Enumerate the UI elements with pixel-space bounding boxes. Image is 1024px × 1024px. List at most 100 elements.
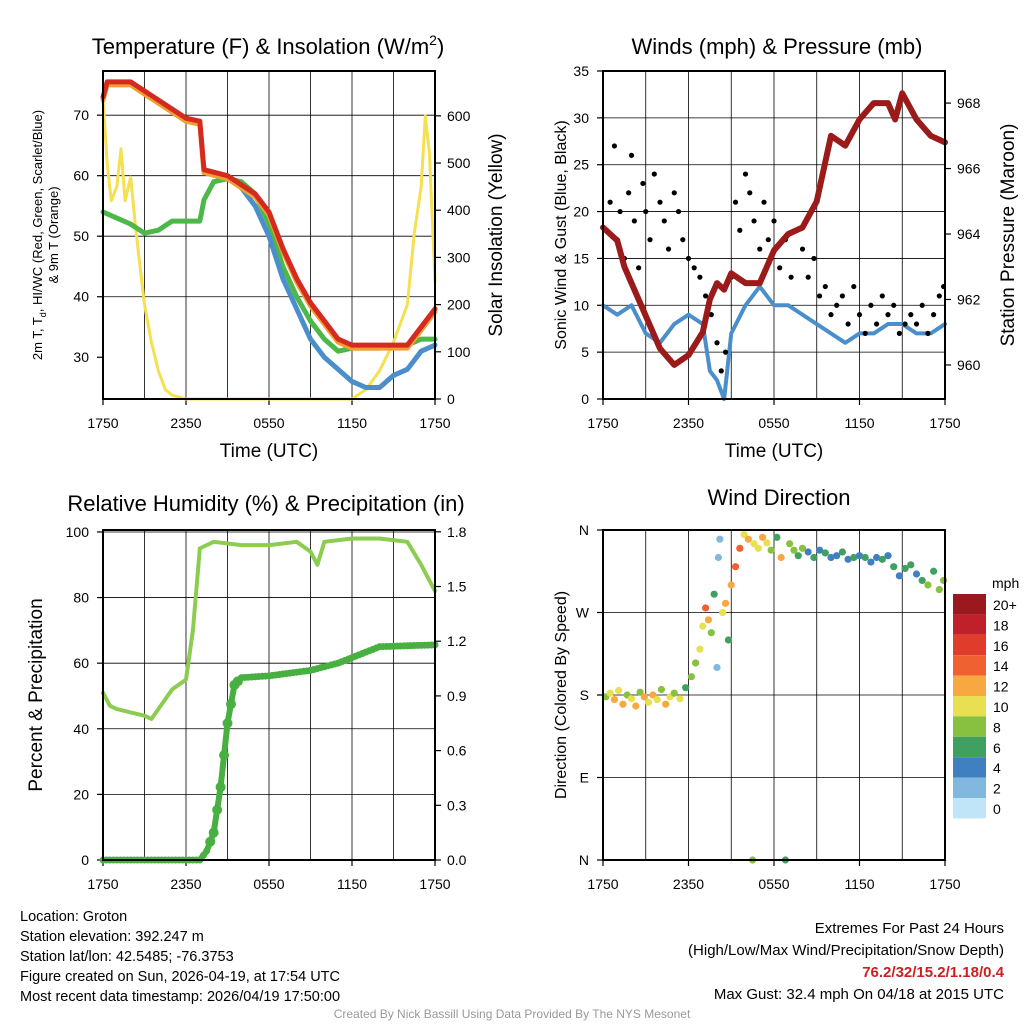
wind-direction-point — [861, 553, 869, 562]
wind-direction-point — [867, 558, 875, 566]
x-tick-label: 1150 — [337, 415, 367, 431]
series-temperature — [100, 79, 438, 348]
plot-frame — [602, 529, 946, 861]
wind-direction-point — [798, 544, 807, 552]
wind-direction-point — [727, 581, 735, 589]
chart-4: N E S W N 1750 2350 0550 1150 1750 Wind Direction D… — [553, 485, 1019, 892]
wind-direction-point — [716, 535, 724, 543]
gust-point — [640, 180, 646, 187]
gust-point — [931, 312, 937, 318]
gust-point — [799, 246, 806, 252]
wind-direction-point — [901, 564, 909, 573]
x-tick-label: 1750 — [419, 876, 450, 892]
x-tick-label: 1750 — [87, 415, 118, 431]
y-axis-label: 2m T, Td, HI/WC (Red, Green, Scarlet/Blu… — [30, 110, 48, 360]
wind-direction-point — [704, 616, 713, 624]
x-tick-label: 0550 — [758, 876, 789, 892]
x-tick-label: 0550 — [253, 876, 284, 892]
y2-axis-label: Solar Insolation (Yellow) — [486, 133, 507, 336]
colorbar-label: 10 — [993, 699, 1009, 715]
gust-point — [874, 321, 880, 327]
wind-direction-point — [810, 553, 818, 562]
colorbar-label: 4 — [993, 760, 1001, 776]
gust-point — [685, 255, 692, 262]
x-tick-label: 1750 — [929, 876, 960, 892]
y-tick-label: 15 — [573, 250, 589, 266]
wind-direction-point — [619, 700, 627, 708]
y2-tick-label: 0.9 — [447, 688, 467, 704]
y-tick-label: 35 — [573, 63, 589, 79]
precip-point — [212, 804, 223, 815]
y-axis-label: Direction (Colored By Speed) — [553, 591, 570, 799]
wind-direction-point — [878, 555, 886, 563]
gust-point — [661, 218, 667, 224]
wind-direction-point — [884, 552, 892, 560]
wind-direction-point — [713, 663, 721, 672]
gust-point — [828, 312, 834, 318]
colorbar-swatch — [953, 777, 986, 798]
x-tick-label: 1150 — [337, 876, 367, 892]
gust-point — [737, 227, 743, 233]
wind-direction-point — [676, 695, 684, 703]
gust-point — [834, 302, 840, 308]
wind-direction-point — [714, 553, 723, 562]
gust-point — [651, 171, 657, 177]
y-tick-label: 0 — [81, 852, 89, 868]
wind-direction-point — [632, 702, 640, 710]
gust-point — [628, 152, 635, 158]
gust-point — [902, 321, 908, 327]
colorbar-swatch — [953, 655, 986, 676]
extremes-values: 76.2/32/15.2/1.18/0.4 — [862, 964, 1004, 981]
extremes-title: Extremes For Past 24 Hours — [814, 920, 1004, 937]
y2-tick-label: 966 — [957, 161, 981, 177]
wind-direction-point — [777, 553, 785, 562]
wind-direction-point — [687, 673, 695, 681]
x-tick-label: 0550 — [253, 415, 284, 431]
wind-direction-point — [838, 548, 847, 556]
wind-direction-point — [710, 590, 718, 598]
colorbar-label: 6 — [993, 740, 1001, 756]
gust-point — [680, 237, 686, 243]
footer-credit: Created By Nick Bassill Using Data Provi… — [333, 1007, 691, 1021]
wind-direction-point — [790, 546, 798, 554]
gust-point — [722, 349, 729, 355]
gust-point — [936, 293, 942, 299]
gust-point — [822, 283, 828, 290]
series-sonic-wind — [601, 284, 947, 401]
wind-direction-point — [657, 685, 666, 694]
gust-point — [885, 312, 891, 318]
y-tick-label: 10 — [573, 297, 589, 313]
latlon: Station lat/lon: 42.5485; -76.3753 — [20, 949, 234, 965]
x-tick-label: 2350 — [673, 876, 704, 892]
wind-direction-point — [670, 689, 678, 697]
wind-direction-point — [833, 552, 841, 560]
gust-point — [675, 208, 682, 215]
wind-direction-point — [721, 599, 730, 607]
y-tick-label: 0 — [581, 391, 589, 407]
wind-direction-point — [890, 563, 898, 571]
y-tick-label: 60 — [73, 168, 89, 184]
precip-point — [219, 750, 230, 761]
y-tick-label: 40 — [73, 721, 89, 737]
wind-direction-point — [759, 533, 767, 541]
wind-direction-point — [873, 553, 881, 562]
wind-direction-point — [736, 544, 744, 552]
gust-point — [671, 190, 677, 196]
y-tick-label: 50 — [73, 228, 89, 244]
wind-direction-point — [804, 548, 812, 556]
colorbar-swatch — [953, 736, 986, 758]
plot-frame — [102, 70, 436, 400]
gust-point — [913, 321, 920, 327]
colorbar-label: 12 — [993, 679, 1009, 695]
gust-point — [845, 321, 851, 327]
wind-direction-point — [662, 700, 670, 708]
y2-tick-label: 300 — [447, 249, 471, 265]
recent-timestamp: Most recent data timestamp: 2026/04/19 1… — [20, 989, 341, 1005]
gust-point — [665, 246, 672, 252]
wind-direction-point — [754, 544, 762, 552]
location: Location: Groton — [20, 909, 128, 925]
y-tick-label: N — [579, 852, 589, 868]
x-tick-label: 1750 — [587, 415, 618, 431]
y2-tick-label: 200 — [447, 297, 471, 313]
